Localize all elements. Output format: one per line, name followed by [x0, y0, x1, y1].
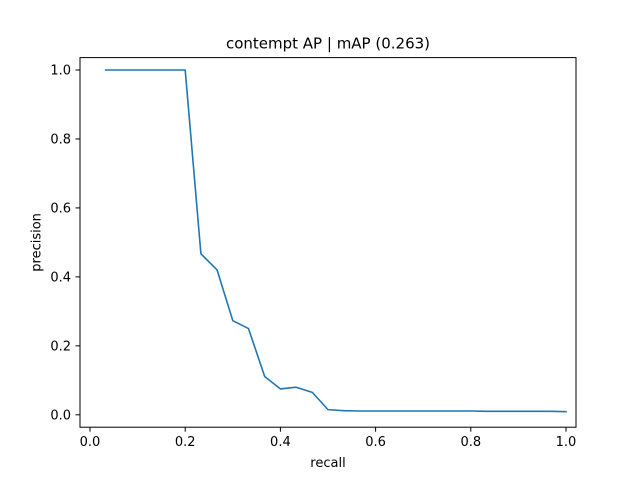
plot-layer — [104, 69, 567, 413]
y-tick-label: 1.0 — [50, 64, 71, 79]
chart-title: contempt AP | mAP (0.263) — [226, 35, 430, 53]
y-tick-label: 0.0 — [50, 408, 71, 423]
y-tick-label: 0.4 — [50, 270, 71, 285]
y-axis-label: precision — [30, 213, 45, 272]
y-tick-label: 0.2 — [50, 339, 71, 354]
x-tick-label: 0.8 — [460, 435, 481, 450]
ticks-layer: 0.0 0.2 0.4 0.6 0.8 1.0 0.0 0.2 0.4 0.6 0.8 1.0 — [50, 64, 576, 451]
x-tick-label: 0.4 — [270, 435, 291, 450]
x-tick-label: 0.2 — [175, 435, 196, 450]
x-tick-label: 1.0 — [556, 435, 577, 450]
y-tick-label: 0.6 — [50, 201, 71, 216]
x-axis-label: recall — [310, 456, 345, 471]
x-tick-label: 0.6 — [365, 435, 386, 450]
x-tick-label: 0.0 — [80, 435, 101, 450]
axes-frame — [79, 57, 577, 428]
y-tick-label: 0.8 — [50, 132, 71, 147]
series-line-0 — [104, 69, 567, 413]
